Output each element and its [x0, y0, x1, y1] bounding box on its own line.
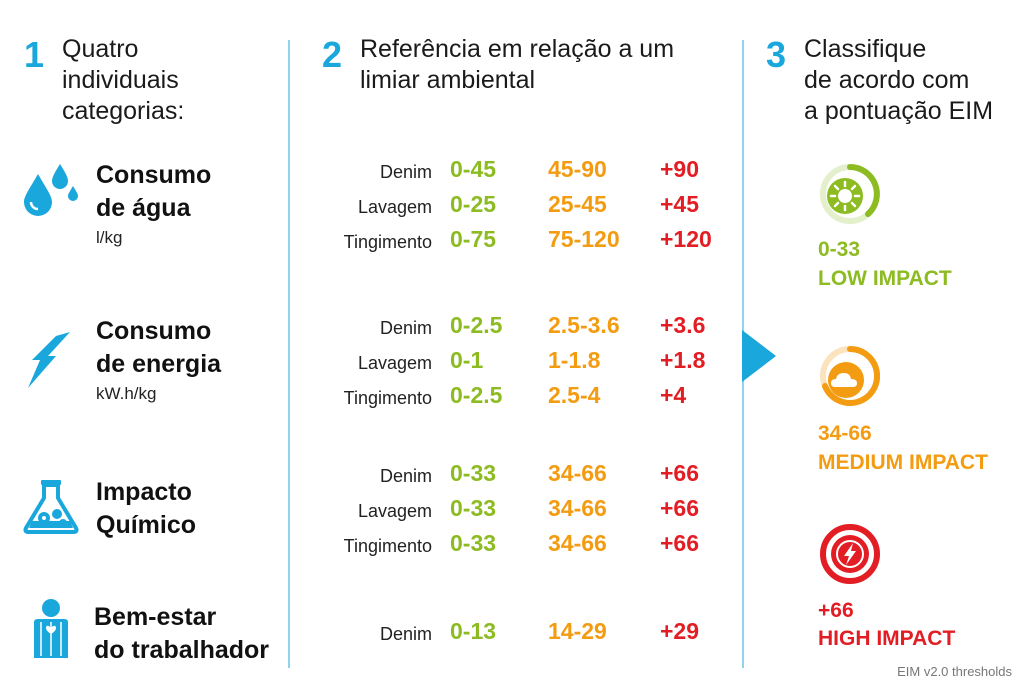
sun-gauge-icon: [820, 164, 880, 224]
category-chemical-name: Impacto Químico: [96, 478, 197, 539]
medium-value: 34-66: [548, 460, 607, 486]
high-value: +120: [660, 226, 712, 252]
bolt-gauge-icon: [820, 524, 880, 584]
medium-impact-score: 34-66: [818, 422, 872, 445]
high-value: +45: [660, 191, 700, 217]
chemical-flask-icon: [23, 480, 79, 534]
high-value: +66: [660, 530, 700, 556]
medium-value: 2.5-4: [548, 382, 601, 408]
low-value: 0-33: [450, 460, 497, 486]
cloud-gauge-icon: [820, 345, 881, 406]
high-value: +3.6: [660, 312, 706, 338]
arrow-right-icon: [742, 330, 776, 382]
category-water-unit: l/kg: [96, 228, 123, 247]
table-row: Tingimento 0-75 75-120 +120: [300, 226, 740, 261]
medium-value: 25-45: [548, 191, 607, 217]
row-label: Denim: [379, 624, 432, 644]
medium-impact-label: MEDIUM IMPACT: [818, 451, 988, 474]
table-row: Tingimento 0-33 34-66 +66: [300, 530, 740, 565]
table-row: Lavagem 0-25 25-45 +45: [300, 191, 740, 226]
high-impact-label: HIGH IMPACT: [818, 627, 956, 650]
high-value: +66: [660, 495, 700, 521]
low-value: 0-25: [450, 191, 497, 217]
row-label: Lavagem: [357, 501, 432, 521]
category-energy-unit: kW.h/kg: [96, 384, 157, 403]
footer-note: EIM v2.0 thresholds: [897, 664, 1012, 679]
lightning-bolt-icon: [28, 332, 70, 388]
row-label: Tingimento: [343, 388, 432, 408]
high-value: +29: [660, 618, 700, 644]
low-value: 0-2.5: [450, 382, 503, 408]
chemical-thresholds: Denim 0-33 34-66 +66 Lavagem 0-33 34-66 …: [300, 460, 740, 565]
table-row: Lavagem 0-1 1-1.8 +1.8: [300, 347, 740, 382]
low-impact-score: 0-33: [818, 238, 861, 261]
medium-value: 75-120: [548, 226, 620, 252]
step-2-title: Referência em relação a um limiar ambien…: [360, 35, 675, 94]
high-value: +66: [660, 460, 700, 486]
low-value: 0-45: [450, 156, 497, 182]
category-worker-name: Bem-estar do trabalhador: [94, 603, 270, 664]
table-row: Denim 0-13 14-29 +29: [300, 618, 740, 653]
low-value: 0-13: [450, 618, 497, 644]
medium-value: 34-66: [548, 530, 607, 556]
high-value: +4: [660, 382, 687, 408]
step-1-number: 1: [24, 34, 45, 75]
medium-value: 2.5-3.6: [548, 312, 620, 338]
divider-1: [288, 40, 290, 668]
medium-value: 14-29: [548, 618, 607, 644]
table-row: Denim 0-2.5 2.5-3.6 +3.6: [300, 312, 740, 347]
low-value: 0-75: [450, 226, 497, 252]
table-row: Denim 0-33 34-66 +66: [300, 460, 740, 495]
low-value: 0-33: [450, 530, 497, 556]
water-thresholds: Denim 0-45 45-90 +90 Lavagem 0-25 25-45 …: [300, 156, 740, 261]
table-row: Lavagem 0-33 34-66 +66: [300, 495, 740, 530]
high-value: +90: [660, 156, 700, 182]
row-label: Denim: [379, 162, 432, 182]
row-label: Denim: [379, 466, 432, 486]
low-value: 0-33: [450, 495, 497, 521]
high-value: +1.8: [660, 347, 706, 373]
row-label: Lavagem: [357, 197, 432, 217]
medium-value: 34-66: [548, 495, 607, 521]
step-2-number: 2: [322, 34, 343, 75]
energy-thresholds: Denim 0-2.5 2.5-3.6 +3.6 Lavagem 0-1 1-1…: [300, 312, 740, 417]
category-energy-name: Consumo de energia: [96, 317, 222, 378]
low-value: 0-2.5: [450, 312, 503, 338]
step-3-number: 3: [766, 34, 787, 75]
row-label: Tingimento: [343, 232, 432, 252]
low-value: 0-1: [450, 347, 484, 373]
table-row: Tingimento 0-2.5 2.5-4 +4: [300, 382, 740, 417]
row-label: Lavagem: [357, 353, 432, 373]
worker-thresholds: Denim 0-13 14-29 +29: [300, 618, 740, 653]
row-label: Tingimento: [343, 536, 432, 556]
high-impact-score: +66: [818, 599, 854, 622]
low-impact-label: LOW IMPACT: [818, 267, 952, 290]
step-3-title: Classifique de acordo com a pontuação EI…: [804, 35, 994, 125]
category-water-name: Consumo de água: [96, 161, 212, 222]
medium-value: 45-90: [548, 156, 607, 182]
row-label: Denim: [379, 318, 432, 338]
step-1-title: Quatro individuais categorias:: [62, 35, 185, 125]
water-drops-icon: [24, 164, 78, 216]
medium-value: 1-1.8: [548, 347, 601, 373]
worker-icon: [34, 599, 68, 658]
table-row: Denim 0-45 45-90 +90: [300, 156, 740, 191]
